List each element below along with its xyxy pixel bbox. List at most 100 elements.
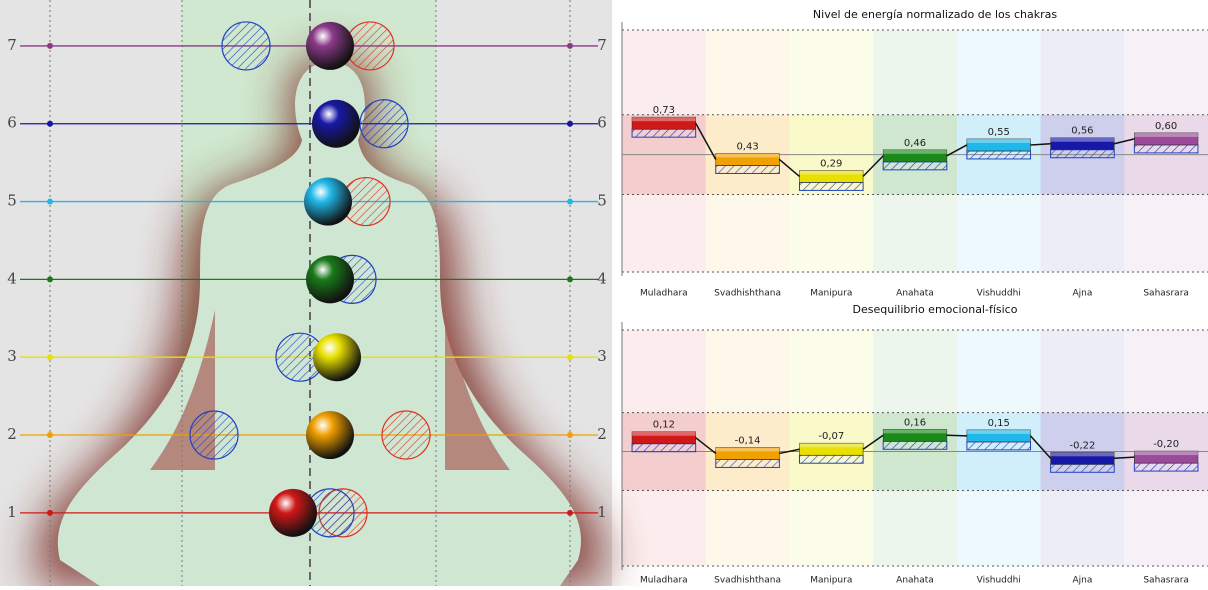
level-label: 6 xyxy=(7,114,17,132)
column-bg xyxy=(789,30,874,272)
hatch-circle xyxy=(381,410,431,460)
level-dot xyxy=(567,432,573,439)
connector xyxy=(946,434,967,437)
category-label: Anahata xyxy=(896,576,934,586)
level-dot xyxy=(567,42,573,49)
level-label: 2 xyxy=(597,425,607,443)
column-bg xyxy=(705,30,790,272)
bar-shine xyxy=(966,429,1031,434)
category-label: Manipura xyxy=(810,289,852,299)
column-bg xyxy=(1124,330,1208,566)
hatch-box xyxy=(882,161,948,171)
hatch-box xyxy=(715,458,780,468)
level-label: 7 xyxy=(7,36,17,54)
column-bg xyxy=(1040,330,1125,566)
hatch-box xyxy=(966,150,1032,160)
level-dot xyxy=(47,276,53,283)
level-dot xyxy=(567,509,573,516)
chakra-sphere xyxy=(306,411,354,460)
chart-title: Nivel de energía normalizado de los chak… xyxy=(813,8,1057,21)
level-dot xyxy=(567,354,573,361)
hatch-box xyxy=(631,443,697,453)
level-dot xyxy=(47,432,53,439)
category-label: Svadhishthana xyxy=(714,576,781,586)
value-label: 0,12 xyxy=(653,420,675,431)
connector xyxy=(695,122,717,160)
category-label: Ajna xyxy=(1072,576,1092,586)
connector xyxy=(779,448,800,455)
value-label: 0,46 xyxy=(904,138,926,149)
connector xyxy=(862,155,884,177)
body-diagram: 1 1 2 2 3 3 4 4 5 5 6 6 7 7 xyxy=(0,0,612,586)
hatch-box xyxy=(1133,462,1199,472)
level-label: 4 xyxy=(7,269,17,287)
category-label: Vishuddhi xyxy=(977,289,1021,299)
hatch-box xyxy=(1050,149,1115,159)
category-label: Vishuddhi xyxy=(977,576,1021,586)
chakra-sphere xyxy=(304,177,352,226)
arm-gap xyxy=(150,310,510,470)
value-label: 0,15 xyxy=(988,418,1010,429)
category-label: Sahasrara xyxy=(1143,289,1189,299)
level-label: 5 xyxy=(597,192,607,210)
chakra-sphere xyxy=(312,99,360,148)
value-label: -0,20 xyxy=(1153,439,1179,450)
chakra-sphere xyxy=(306,21,354,70)
chakra-sphere xyxy=(269,488,317,537)
hatch-box xyxy=(1050,463,1115,473)
bar-shine xyxy=(799,170,864,175)
level-dot xyxy=(567,198,573,205)
connector xyxy=(862,434,884,450)
hatch-box xyxy=(631,128,697,138)
value-label: 0,56 xyxy=(1071,126,1093,137)
hatch-circle xyxy=(359,99,409,149)
category-label: Muladhara xyxy=(640,576,688,586)
bar-shine xyxy=(799,443,864,448)
level-label: 5 xyxy=(7,192,17,210)
category-label: Svadhishthana xyxy=(714,289,781,299)
level-dot xyxy=(567,120,573,127)
hatch-box xyxy=(798,454,864,464)
category-label: Anahata xyxy=(896,289,934,299)
level-label: 1 xyxy=(597,503,607,521)
bar-shine xyxy=(1050,137,1115,142)
value-label: 0,16 xyxy=(904,417,926,428)
category-label: Ajna xyxy=(1072,289,1092,299)
bar-shine xyxy=(715,447,780,452)
level-dot xyxy=(47,42,53,49)
bar-shine xyxy=(883,429,947,434)
hatch-box xyxy=(882,440,948,450)
level-dot xyxy=(47,120,53,127)
bar-shine xyxy=(632,431,696,436)
level-label: 2 xyxy=(7,425,17,443)
category-label: Sahasrara xyxy=(1143,576,1189,586)
value-label: 0,55 xyxy=(988,127,1010,138)
hatch-box xyxy=(1133,144,1199,154)
hatch-box xyxy=(715,164,780,174)
level-label: 4 xyxy=(597,269,607,287)
level-label: 6 xyxy=(597,114,607,132)
connector xyxy=(695,437,717,455)
chakra-sphere xyxy=(313,333,361,382)
bar-shine xyxy=(1134,451,1198,456)
level-dot xyxy=(47,354,53,361)
bar-shine xyxy=(632,117,696,122)
charts: Nivel de energía normalizado de los chak… xyxy=(621,8,1208,586)
value-label: 0,73 xyxy=(653,105,675,116)
hatch-circle xyxy=(189,410,239,460)
connector xyxy=(1114,138,1135,145)
category-label: Manipura xyxy=(810,576,852,586)
level-label: 3 xyxy=(7,347,17,365)
chakra-sphere xyxy=(306,255,354,304)
hatch-box xyxy=(966,441,1032,451)
value-label: 0,43 xyxy=(736,141,758,152)
connector xyxy=(1029,435,1052,459)
bar-shine xyxy=(883,149,947,154)
bar-shine xyxy=(966,138,1031,143)
level-label: 3 xyxy=(597,347,607,365)
connector xyxy=(946,144,968,157)
value-label: -0,14 xyxy=(735,435,761,446)
level-dot xyxy=(47,509,53,516)
connector xyxy=(1114,456,1135,460)
